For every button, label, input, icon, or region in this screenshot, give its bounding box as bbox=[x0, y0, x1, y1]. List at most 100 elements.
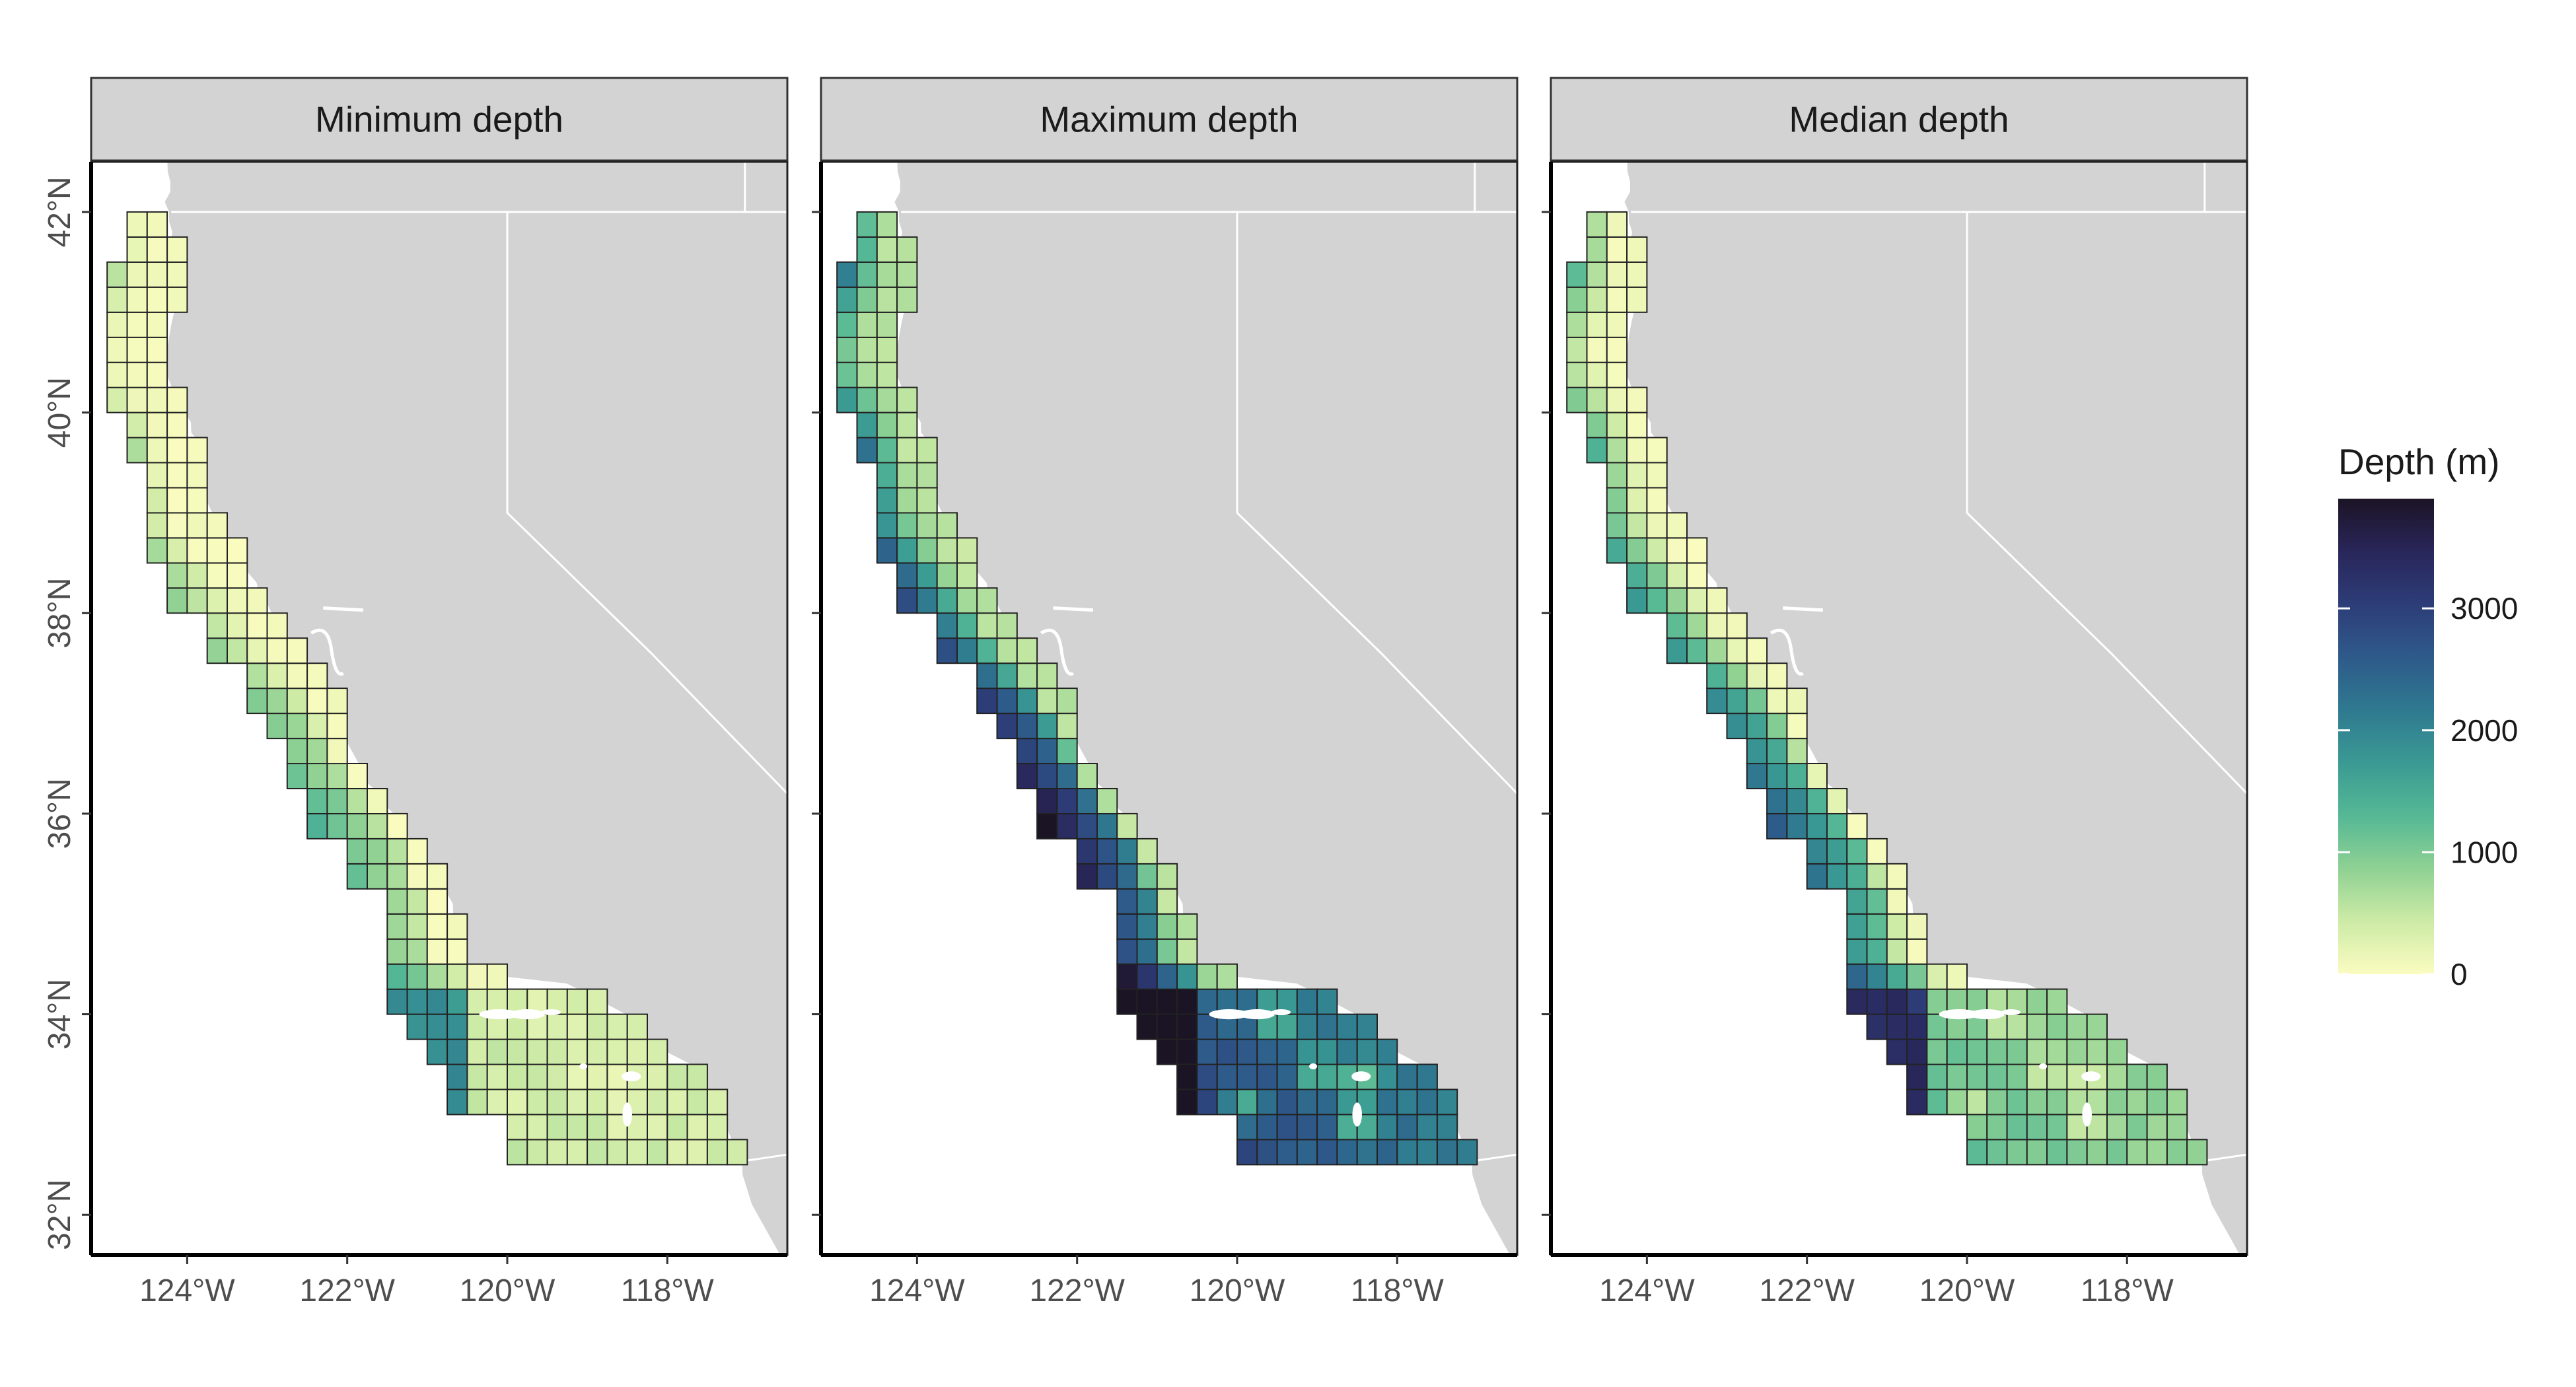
depth-cell bbox=[1377, 1063, 1398, 1090]
depth-cell bbox=[386, 963, 408, 990]
depth-cell bbox=[1136, 888, 1158, 915]
depth-cell bbox=[1586, 311, 1608, 338]
depth-cell bbox=[1296, 1038, 1318, 1065]
depth-cell bbox=[566, 1088, 589, 1116]
depth-cell bbox=[1946, 1063, 1968, 1090]
depth-cell bbox=[1606, 261, 1628, 288]
depth-cell bbox=[346, 788, 369, 814]
depth-cell bbox=[1706, 662, 1728, 690]
depth-cell bbox=[1216, 1088, 1238, 1116]
depth-cell bbox=[1926, 1013, 1948, 1040]
depth-cell bbox=[1846, 988, 1868, 1015]
depth-cell bbox=[1906, 938, 1928, 965]
depth-cell bbox=[1766, 713, 1788, 740]
depth-cell bbox=[2146, 1139, 2168, 1166]
depth-cell bbox=[1416, 1088, 1438, 1116]
depth-cell bbox=[836, 336, 858, 363]
depth-cell bbox=[1646, 587, 1668, 614]
depth-cell bbox=[1116, 988, 1138, 1015]
depth-cell bbox=[856, 437, 878, 464]
depth-cell bbox=[1316, 1088, 1338, 1116]
depth-cell bbox=[1176, 913, 1198, 940]
depth-cell bbox=[936, 512, 958, 539]
depth-cell bbox=[856, 386, 878, 413]
depth-cell bbox=[2186, 1139, 2208, 1166]
depth-cell bbox=[587, 1038, 608, 1065]
facet-strip-title: Median depth bbox=[1789, 99, 2009, 140]
depth-cell bbox=[1566, 311, 1588, 338]
depth-cell bbox=[1606, 386, 1628, 413]
depth-cell bbox=[126, 386, 148, 413]
depth-cell bbox=[546, 1038, 568, 1065]
depth-grid bbox=[1566, 211, 2208, 1166]
depth-cell bbox=[1626, 411, 1648, 439]
depth-cell bbox=[106, 261, 128, 288]
legend-break-label: 2000 bbox=[2451, 713, 2518, 748]
depth-cell bbox=[286, 713, 308, 740]
depth-cell bbox=[896, 261, 918, 288]
depth-cell bbox=[2106, 1139, 2128, 1166]
depth-cell bbox=[146, 512, 168, 539]
depth-cell bbox=[1606, 487, 1628, 514]
depth-cell bbox=[2066, 1013, 2088, 1040]
depth-cell bbox=[1886, 888, 1908, 915]
depth-cell bbox=[326, 788, 348, 814]
depth-cell bbox=[1766, 763, 1788, 789]
depth-cell bbox=[2046, 1088, 2068, 1116]
x-tick-label: 118°W bbox=[621, 1273, 715, 1308]
depth-cell bbox=[1966, 1114, 1988, 1141]
depth-cell bbox=[1566, 361, 1588, 388]
depth-cell bbox=[507, 1114, 528, 1141]
y-tick-label: 32°N bbox=[42, 1180, 77, 1250]
depth-cell bbox=[1786, 812, 1808, 839]
depth-cell bbox=[406, 988, 428, 1015]
depth-cell bbox=[507, 1139, 528, 1166]
depth-cell bbox=[2126, 1139, 2148, 1166]
depth-cell bbox=[126, 411, 148, 439]
depth-cell bbox=[1056, 763, 1078, 789]
depth-cell bbox=[976, 637, 998, 664]
depth-cell bbox=[286, 662, 308, 690]
depth-cell bbox=[976, 662, 998, 690]
depth-cell bbox=[1236, 1114, 1258, 1141]
depth-cell bbox=[647, 1063, 668, 1090]
depth-cell bbox=[306, 688, 328, 715]
depth-cell bbox=[936, 587, 958, 614]
legend-title: Depth (m) bbox=[2338, 441, 2500, 482]
depth-cell bbox=[306, 662, 328, 690]
depth-cell bbox=[1806, 863, 1828, 890]
depth-cell bbox=[1666, 562, 1688, 589]
depth-cell bbox=[1986, 1088, 2008, 1116]
depth-cell bbox=[206, 512, 229, 539]
depth-cell bbox=[1666, 612, 1688, 639]
depth-cell bbox=[1076, 788, 1098, 814]
depth-cell bbox=[856, 286, 878, 313]
depth-cell bbox=[1136, 863, 1158, 890]
depth-cell bbox=[876, 236, 898, 263]
depth-cell bbox=[1626, 587, 1648, 614]
depth-cell bbox=[426, 1038, 448, 1065]
depth-cell bbox=[686, 1088, 708, 1116]
island bbox=[2001, 1009, 2021, 1016]
depth-cell bbox=[546, 1139, 568, 1166]
depth-cell bbox=[406, 837, 428, 865]
depth-cell bbox=[1296, 1088, 1318, 1116]
x-tick-label: 118°W bbox=[2081, 1273, 2174, 1308]
depth-cell bbox=[2106, 1114, 2128, 1141]
depth-cell bbox=[1906, 1038, 1928, 1065]
depth-cell bbox=[146, 386, 168, 413]
depth-cell bbox=[1056, 688, 1078, 715]
x-tick-label: 120°W bbox=[1919, 1273, 2015, 1308]
depth-cell bbox=[996, 612, 1018, 639]
depth-cell bbox=[166, 462, 188, 489]
depth-cell bbox=[146, 537, 168, 564]
depth-cell bbox=[1986, 1038, 2008, 1065]
depth-cell bbox=[146, 211, 168, 238]
depth-cell bbox=[447, 988, 468, 1015]
depth-cell bbox=[916, 487, 938, 514]
depth-cell bbox=[1377, 1114, 1398, 1141]
depth-cell bbox=[1846, 837, 1868, 865]
depth-cell bbox=[1436, 1139, 1458, 1166]
depth-cell bbox=[1626, 487, 1648, 514]
depth-cell bbox=[1076, 863, 1098, 890]
